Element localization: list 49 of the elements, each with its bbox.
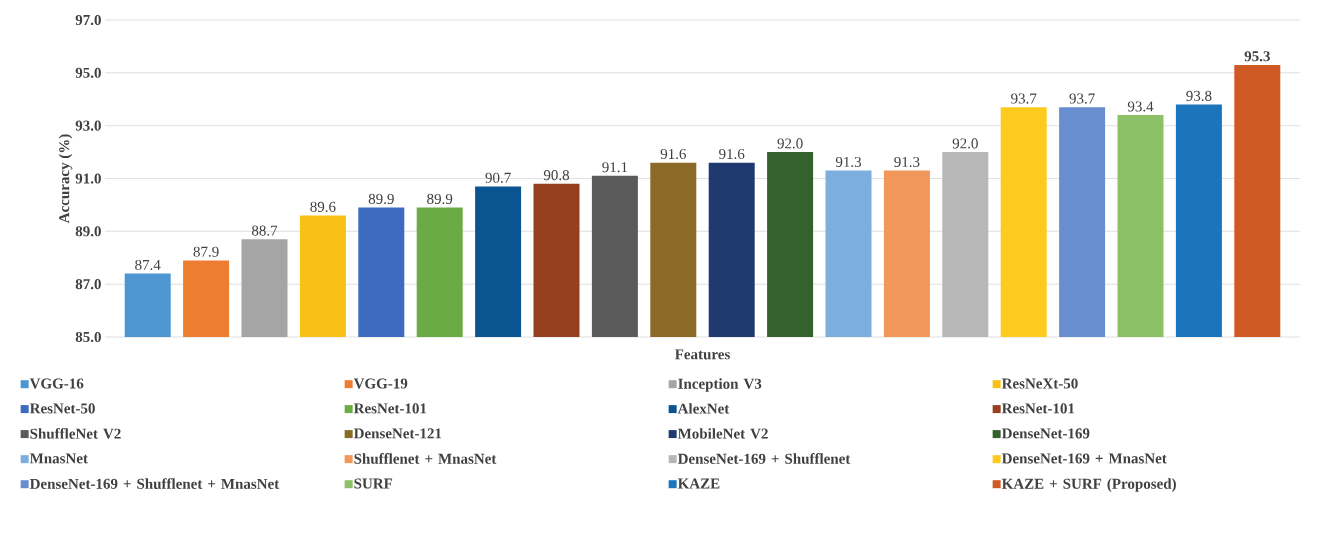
legend-label: ResNeXt-50 [1001,378,1078,389]
x-axis-title: Features [674,349,730,360]
legend-label: DenseNet-169 + MnasNet [1001,453,1167,464]
legend-label: VGG-19 [353,378,408,389]
legend-label: Shufflenet + MnasNet [354,453,497,464]
legend-label: Inception V3 [678,378,762,392]
data-label: 93.7 [1011,93,1037,104]
legend-label: AlexNet [677,403,730,414]
data-label: 88.7 [251,225,278,236]
legend-label: VGG-16 [29,378,84,389]
y-tick-label: 93.0 [75,120,101,131]
data-label: 91.1 [602,162,628,173]
legend-label: KAZE [677,478,720,489]
legend-label: ResNet-101 [353,403,427,414]
legend-label: DenseNet-169 + Shufflenet [677,453,851,464]
legend-label: ShuffleNet V2 [30,428,121,439]
legend-label: MnasNet [29,453,88,464]
data-label: 92.0 [777,138,803,149]
legend-label: DenseNet-121 [353,428,442,439]
data-label: 89.9 [427,193,453,205]
y-tick-label: 89.0 [75,226,101,237]
data-label: 91.3 [835,156,862,168]
y-tick-label: 95.0 [75,67,101,78]
data-label: 87.4 [135,259,161,271]
y-tick-label: 87.0 [75,279,101,290]
y-tick-label: 97.0 [75,14,101,26]
data-label: 93.8 [1186,90,1212,101]
y-tick-label: 91.0 [75,173,101,184]
legend-label: DenseNet-169 [1001,428,1090,439]
data-label: 91.6 [719,148,745,160]
legend-label: ResNet-50 [29,403,95,414]
legend-label: MobileNet V2 [677,428,768,439]
data-label: 89.6 [310,201,336,212]
legend-label: SURF [354,478,393,489]
data-label: 93.4 [1127,101,1154,112]
data-label: 95.3 [1244,51,1270,62]
legend-label: ResNet-101 [1001,403,1075,414]
y-axis-title: Accuracy (%) [58,134,73,224]
data-label: 87.9 [193,246,219,257]
data-label: 90.8 [543,170,570,181]
data-label: 90.7 [485,172,511,183]
data-label: 91.3 [894,156,920,168]
data-label: 92.0 [952,138,978,149]
data-label: 91.6 [660,148,686,160]
y-tick-label: 85.0 [75,331,101,343]
legend-label: DenseNet-169 + Shufflenet + MnasNet [29,478,280,489]
data-label: 89.9 [368,193,394,205]
data-label: 93.7 [1069,93,1095,104]
legend-label: KAZE + SURF (Proposed) [1001,478,1176,492]
